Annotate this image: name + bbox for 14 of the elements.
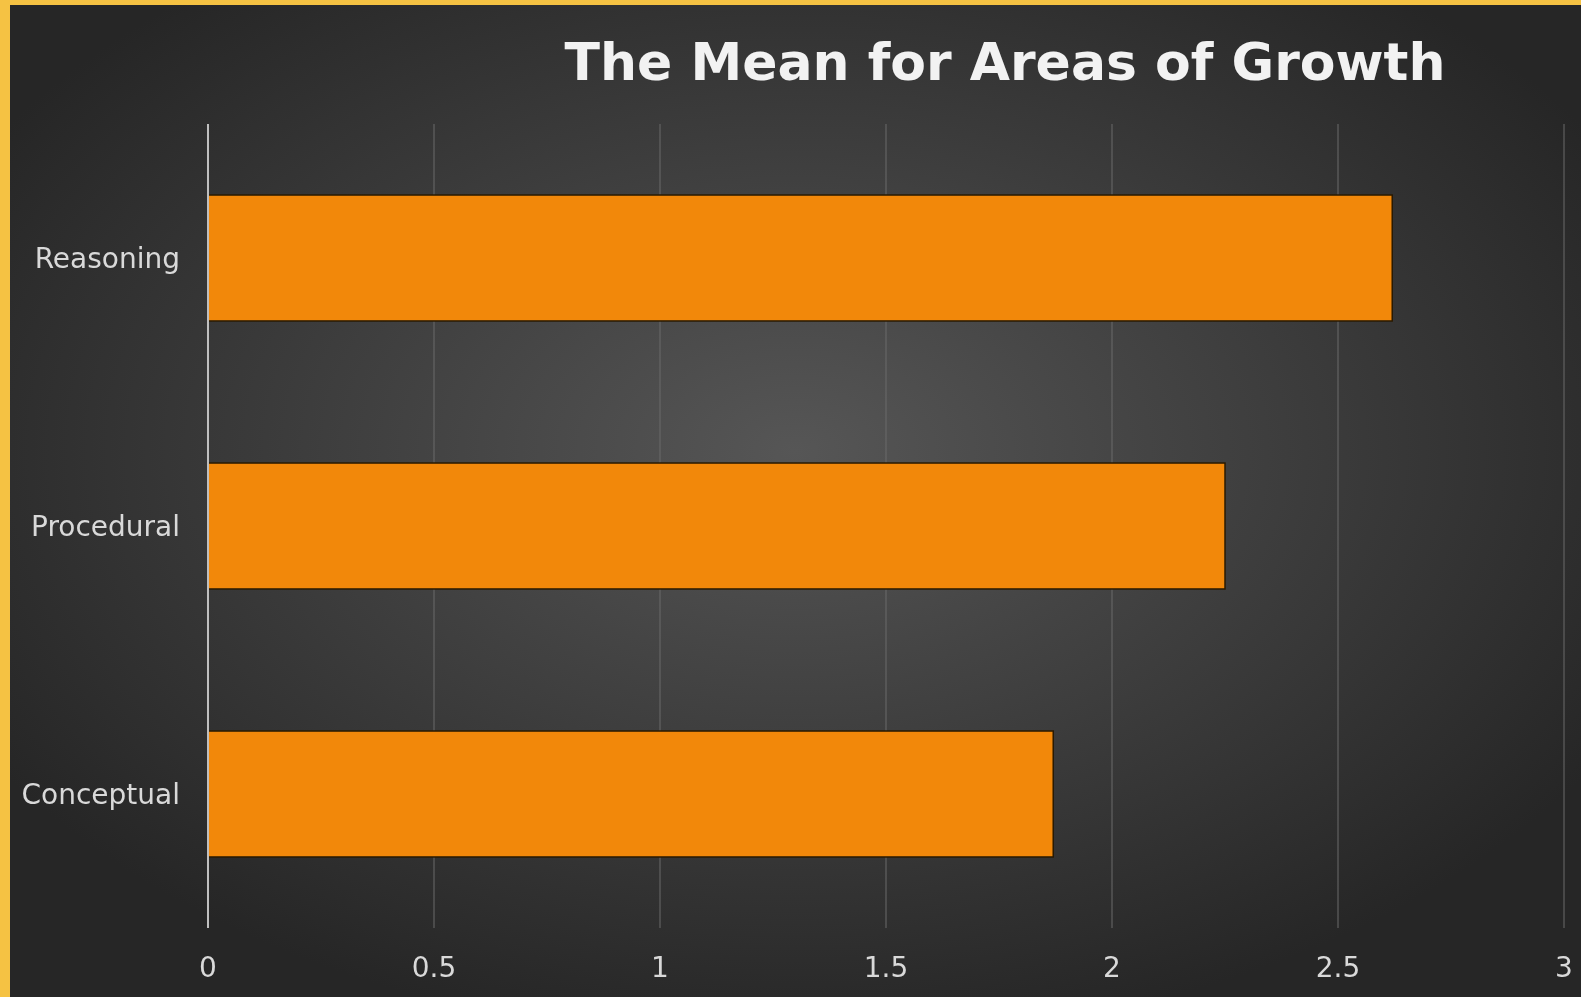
- bar: [207, 462, 1226, 590]
- x-tick-label: 1: [651, 951, 669, 984]
- x-tick-label: 0.5: [411, 951, 457, 984]
- y-tick-label: Procedural: [30, 509, 180, 543]
- y-tick-label: Conceptual: [21, 777, 180, 811]
- bar: [207, 194, 1393, 322]
- x-tick-label: 2.5: [1315, 951, 1361, 984]
- chart-title: The Mean for Areas of Growth: [564, 32, 1446, 92]
- bar: [207, 730, 1054, 858]
- x-tick-label: 2: [1103, 951, 1121, 984]
- x-tick-label: 3: [1555, 951, 1573, 984]
- x-tick-label: 0: [199, 951, 217, 984]
- x-tick-label: 1.5: [863, 951, 909, 984]
- y-tick-label: Reasoning: [34, 241, 180, 275]
